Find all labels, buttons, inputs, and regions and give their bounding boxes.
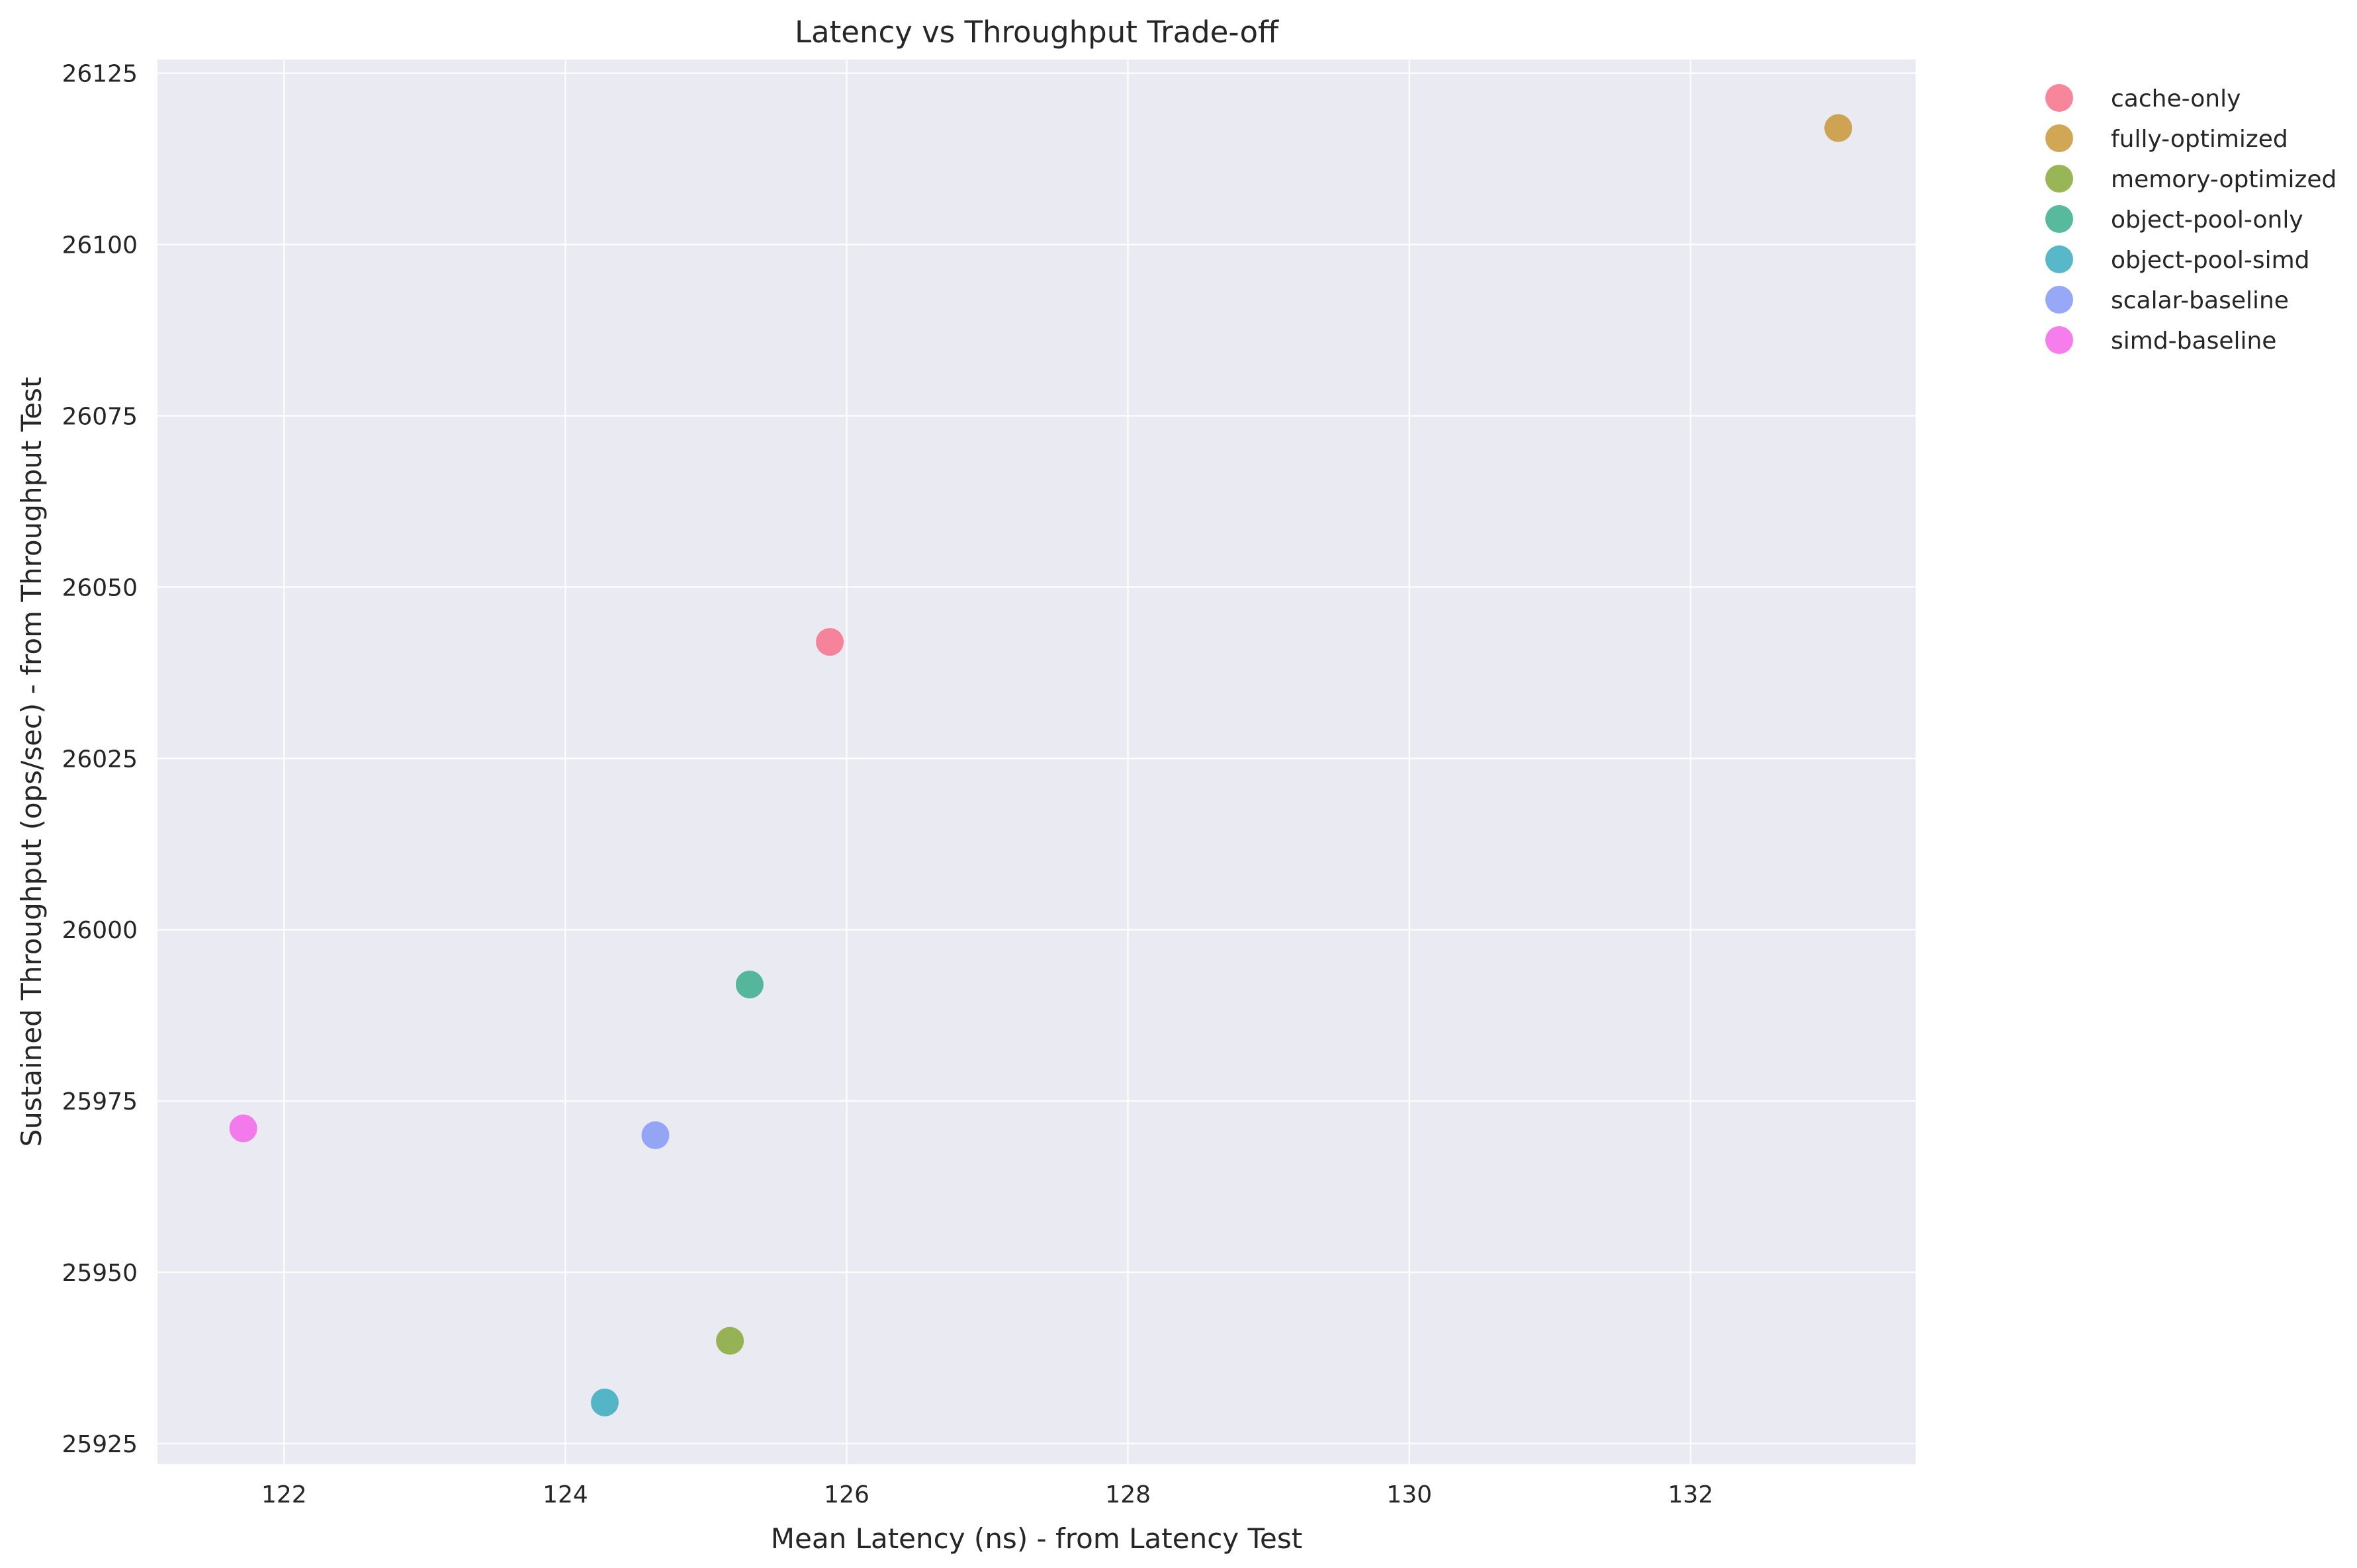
- legend-label: fully-optimized: [2111, 126, 2288, 153]
- legend-item: scalar-baseline: [2045, 286, 2289, 314]
- legend-marker-scalar-baseline: [2045, 286, 2073, 314]
- y-tick-label: 26025: [62, 746, 138, 773]
- legend-label: cache-only: [2111, 85, 2241, 112]
- legend-item: cache-only: [2045, 84, 2241, 112]
- x-tick-label: 124: [543, 1481, 588, 1508]
- y-tick-label: 25950: [62, 1260, 138, 1287]
- legend-item: object-pool-only: [2045, 205, 2303, 234]
- y-axis-label: Sustained Throughput (ops/sec) - from Th…: [15, 377, 48, 1147]
- x-axis-ticks: 122 124 126 128 130 132: [261, 1481, 1713, 1508]
- x-tick-label: 126: [824, 1481, 869, 1508]
- grid-lines: [157, 60, 1916, 1464]
- y-axis-ticks: 25925 25950 25975 26000 26025 26050 26075 26100…: [62, 61, 138, 1458]
- legend-marker-simd-baseline: [2045, 326, 2073, 354]
- y-tick-label: 26100: [62, 232, 138, 259]
- data-point-simd-baseline: [229, 1114, 257, 1143]
- data-point-scalar-baseline: [641, 1121, 670, 1149]
- x-tick-label: 128: [1105, 1481, 1151, 1508]
- y-tick-label: 26050: [62, 574, 138, 601]
- legend-marker-cache-only: [2045, 84, 2073, 112]
- plot-area: [157, 60, 1916, 1464]
- y-tick-label: 26125: [62, 61, 138, 88]
- data-point-object-pool-simd: [590, 1388, 619, 1416]
- legend-label: object-pool-simd: [2111, 247, 2310, 274]
- chart-title: Latency vs Throughput Trade-off: [795, 15, 1279, 50]
- y-tick-label: 25925: [62, 1431, 138, 1458]
- x-tick-label: 122: [261, 1481, 307, 1508]
- legend-item: object-pool-simd: [2045, 245, 2310, 274]
- data-points: [229, 114, 1853, 1416]
- legend-item: simd-baseline: [2045, 326, 2276, 355]
- data-point-object-pool-only: [735, 971, 764, 999]
- legend-marker-object-pool-only: [2045, 205, 2073, 233]
- legend-marker-fully-optimized: [2045, 124, 2073, 152]
- legend-label: object-pool-only: [2111, 206, 2303, 234]
- y-tick-label: 26000: [62, 917, 138, 944]
- legend-item: memory-optimized: [2045, 165, 2336, 193]
- y-tick-label: 25975: [62, 1088, 138, 1115]
- legend-marker-object-pool-simd: [2045, 245, 2073, 273]
- legend-label: simd-baseline: [2111, 327, 2276, 355]
- y-tick-label: 26075: [62, 404, 138, 431]
- x-tick-label: 130: [1386, 1481, 1432, 1508]
- legend: cache-only fully-optimized memory-optimize…: [2045, 84, 2336, 355]
- data-point-fully-optimized: [1824, 114, 1853, 142]
- legend-label: scalar-baseline: [2111, 287, 2289, 314]
- legend-item: fully-optimized: [2045, 124, 2288, 153]
- x-axis-label: Mean Latency (ns) - from Latency Test: [771, 1522, 1302, 1555]
- legend-marker-memory-optimized: [2045, 165, 2073, 193]
- x-tick-label: 132: [1668, 1481, 1714, 1508]
- legend-label: memory-optimized: [2111, 166, 2336, 193]
- data-point-cache-only: [816, 628, 844, 656]
- data-point-memory-optimized: [716, 1327, 744, 1355]
